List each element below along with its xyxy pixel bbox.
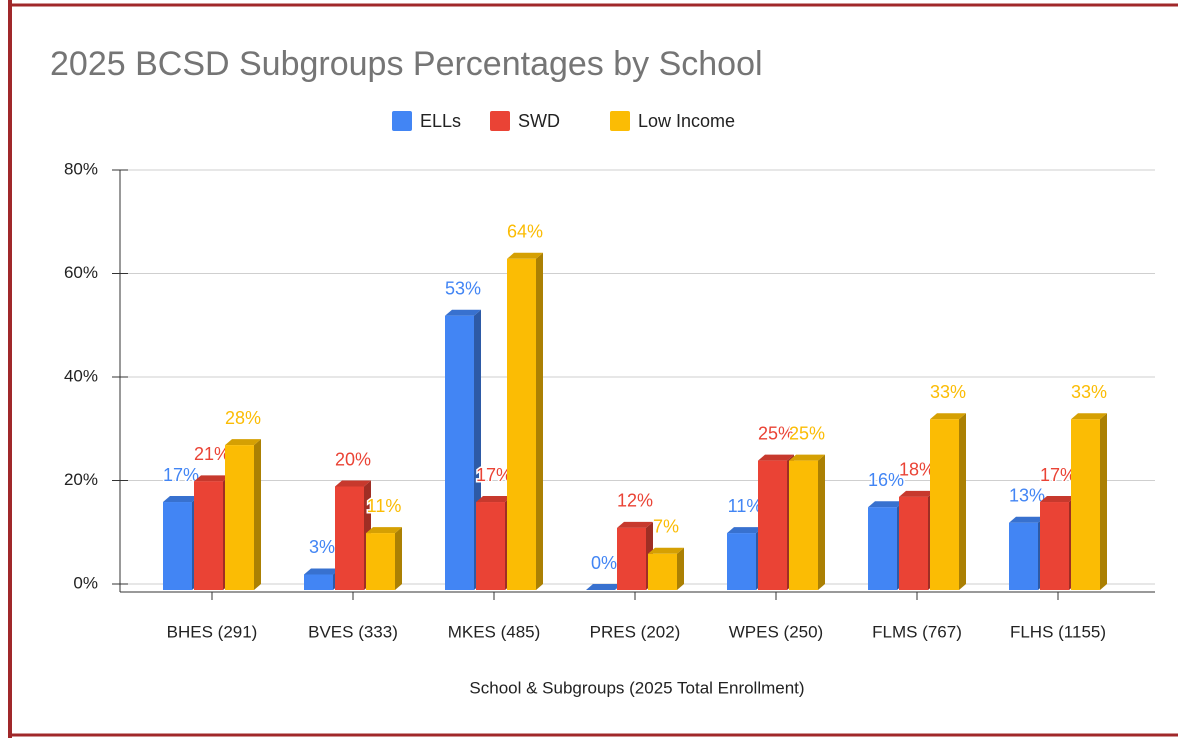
bar-top: [789, 454, 825, 461]
x-tick-label: BHES (291): [167, 622, 258, 641]
bar-top: [507, 252, 543, 259]
bar: [225, 445, 254, 590]
bar-side: [536, 252, 543, 591]
bar-top: [727, 527, 763, 534]
bar: [1071, 419, 1100, 590]
bar: [930, 419, 959, 590]
bar: [617, 527, 646, 590]
bar-top: [335, 480, 371, 487]
data-label: 11%: [728, 496, 763, 516]
data-label: 13%: [1009, 485, 1045, 505]
bar-top: [899, 490, 935, 497]
bar-top: [586, 584, 622, 590]
legend-swatch: [610, 111, 630, 131]
bar-top: [1040, 496, 1076, 503]
bar-top: [225, 439, 261, 446]
bar: [335, 486, 364, 590]
legend-label: SWD: [518, 111, 560, 131]
bar-top: [194, 475, 230, 482]
bar: [445, 315, 474, 590]
data-label: 20%: [335, 449, 371, 469]
bar-side: [959, 413, 966, 590]
bar: [304, 574, 333, 590]
data-label: 64%: [507, 222, 543, 242]
data-label: 12%: [617, 491, 653, 511]
data-label: 18%: [899, 460, 935, 480]
bar-side: [677, 547, 684, 590]
legend-label: Low Income: [638, 111, 735, 131]
bar-top: [648, 547, 684, 554]
data-label: 33%: [1071, 382, 1107, 402]
bar-top: [476, 496, 512, 503]
bar: [194, 481, 223, 590]
x-tick-label: MKES (485): [448, 622, 541, 641]
data-label: 17%: [163, 465, 199, 485]
x-axis-title: School & Subgroups (2025 Total Enrollmen…: [469, 678, 804, 697]
bar: [1040, 502, 1069, 590]
bar: [868, 507, 897, 590]
x-tick-label: FLHS (1155): [1010, 622, 1106, 641]
y-tick-label: 20%: [64, 470, 98, 489]
bar: [476, 502, 505, 590]
data-label: 17%: [476, 465, 512, 485]
data-label: 16%: [868, 470, 904, 490]
bar-top: [758, 454, 794, 461]
bar: [366, 533, 395, 590]
data-label: 33%: [930, 382, 966, 402]
x-tick-label: BVES (333): [308, 622, 398, 641]
data-label: 25%: [758, 423, 794, 443]
data-label: 7%: [653, 517, 679, 537]
data-label: 53%: [445, 278, 481, 298]
data-label: 21%: [194, 444, 230, 464]
legend-label: ELLs: [420, 111, 461, 131]
y-tick-label: 40%: [64, 366, 98, 385]
legend-swatch: [392, 111, 412, 131]
bar: [789, 460, 818, 590]
bar-top: [1071, 413, 1107, 420]
data-label: 11%: [367, 496, 402, 516]
bar-side: [818, 454, 825, 590]
bar-top: [445, 309, 481, 316]
bar: [1009, 522, 1038, 590]
data-label: 3%: [309, 537, 335, 557]
x-tick-label: WPES (250): [729, 622, 823, 641]
bar-top: [1009, 516, 1045, 523]
bar-side: [1100, 413, 1107, 590]
bar-top: [163, 496, 199, 503]
bar: [163, 502, 192, 590]
y-tick-label: 0%: [73, 573, 98, 592]
bar-side: [254, 439, 261, 590]
data-label: 28%: [225, 408, 261, 428]
bar-top: [617, 521, 653, 528]
bar-top: [868, 501, 904, 508]
bar-top: [304, 568, 340, 575]
x-tick-label: FLMS (767): [872, 622, 962, 641]
bar-side: [395, 527, 402, 590]
bar: [507, 258, 536, 590]
bar: [727, 533, 756, 590]
data-label: 17%: [1040, 465, 1076, 485]
legend-swatch: [490, 111, 510, 131]
chart-title: 2025 BCSD Subgroups Percentages by Schoo…: [50, 45, 763, 83]
bar-top: [366, 527, 402, 534]
data-label: 0%: [591, 553, 617, 573]
y-tick-label: 80%: [64, 159, 98, 178]
y-tick-label: 60%: [64, 263, 98, 282]
bar: [899, 496, 928, 590]
data-label: 25%: [789, 423, 825, 443]
bar: [648, 553, 677, 590]
bar: [758, 460, 787, 590]
bar-top: [930, 413, 966, 420]
x-tick-label: PRES (202): [590, 622, 681, 641]
